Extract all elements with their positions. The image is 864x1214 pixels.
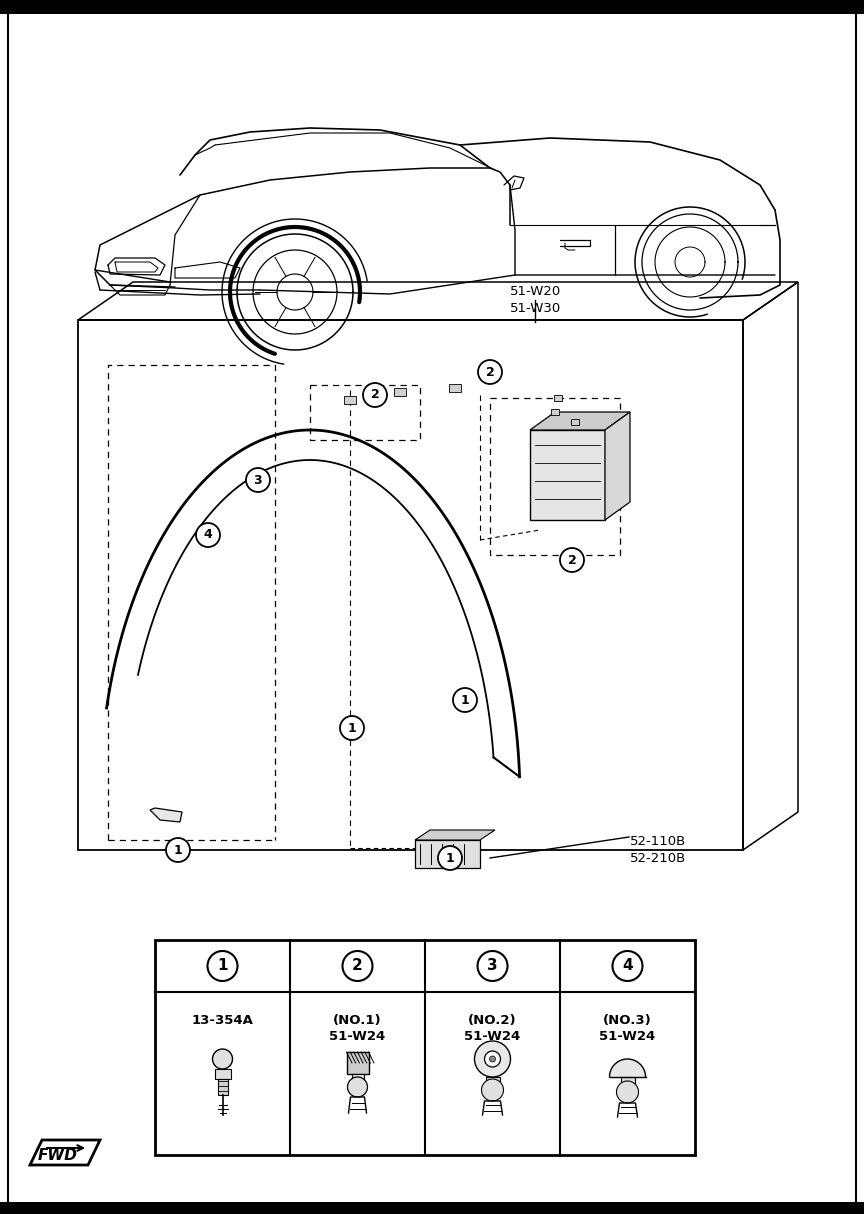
Text: 1: 1 — [347, 721, 356, 734]
Circle shape — [438, 846, 462, 870]
Bar — [352, 1074, 364, 1084]
Text: (NO.2)
51-W24: (NO.2) 51-W24 — [464, 1014, 521, 1043]
Text: 1: 1 — [461, 693, 469, 707]
Text: 13-354A: 13-354A — [192, 1014, 253, 1027]
Circle shape — [213, 1049, 232, 1070]
Text: 4: 4 — [622, 959, 632, 974]
Text: 1: 1 — [446, 851, 454, 864]
Circle shape — [474, 1040, 511, 1077]
Polygon shape — [530, 412, 630, 430]
Bar — [78, 320, 743, 850]
Text: 51-W20
51-W30: 51-W20 51-W30 — [510, 285, 562, 314]
Polygon shape — [415, 830, 495, 840]
Bar — [449, 384, 461, 392]
Text: 2: 2 — [568, 554, 576, 567]
Text: (NO.1)
51-W24: (NO.1) 51-W24 — [329, 1014, 385, 1043]
Circle shape — [478, 361, 502, 384]
Text: 2: 2 — [371, 388, 379, 402]
Bar — [394, 388, 406, 396]
Text: 3: 3 — [254, 473, 263, 487]
Bar — [486, 1077, 499, 1087]
Circle shape — [453, 688, 477, 711]
Polygon shape — [30, 1140, 100, 1165]
Bar — [551, 409, 559, 415]
Circle shape — [342, 951, 372, 981]
Text: (NO.3)
51-W24: (NO.3) 51-W24 — [600, 1014, 656, 1043]
Text: 4: 4 — [204, 528, 213, 541]
Text: 52-110B
52-210B: 52-110B 52-210B — [630, 835, 686, 866]
Circle shape — [485, 1051, 500, 1067]
Circle shape — [617, 1080, 638, 1104]
Circle shape — [363, 382, 387, 407]
Bar — [554, 395, 562, 401]
Bar — [346, 1053, 369, 1074]
Circle shape — [347, 1077, 367, 1097]
Bar — [530, 430, 605, 520]
Bar — [344, 396, 356, 404]
Circle shape — [490, 1056, 495, 1062]
Bar — [0, 0, 864, 15]
Text: 1: 1 — [174, 844, 182, 857]
Polygon shape — [605, 412, 630, 520]
Circle shape — [481, 1079, 504, 1101]
Circle shape — [478, 951, 507, 981]
Text: FWD: FWD — [38, 1148, 78, 1163]
Circle shape — [560, 548, 584, 572]
Bar — [571, 419, 579, 425]
Bar — [218, 1079, 227, 1095]
Circle shape — [196, 523, 220, 548]
Circle shape — [340, 716, 364, 741]
Circle shape — [613, 951, 643, 981]
Circle shape — [246, 469, 270, 492]
Bar — [415, 840, 480, 868]
Bar — [155, 940, 695, 1155]
Bar — [0, 1202, 864, 1214]
Text: 2: 2 — [353, 959, 363, 974]
Bar — [620, 1077, 634, 1089]
Text: 2: 2 — [486, 365, 494, 379]
Text: 1: 1 — [217, 959, 228, 974]
Circle shape — [207, 951, 238, 981]
Polygon shape — [150, 809, 182, 822]
Bar — [214, 1070, 231, 1079]
Text: 3: 3 — [487, 959, 498, 974]
Circle shape — [166, 838, 190, 862]
